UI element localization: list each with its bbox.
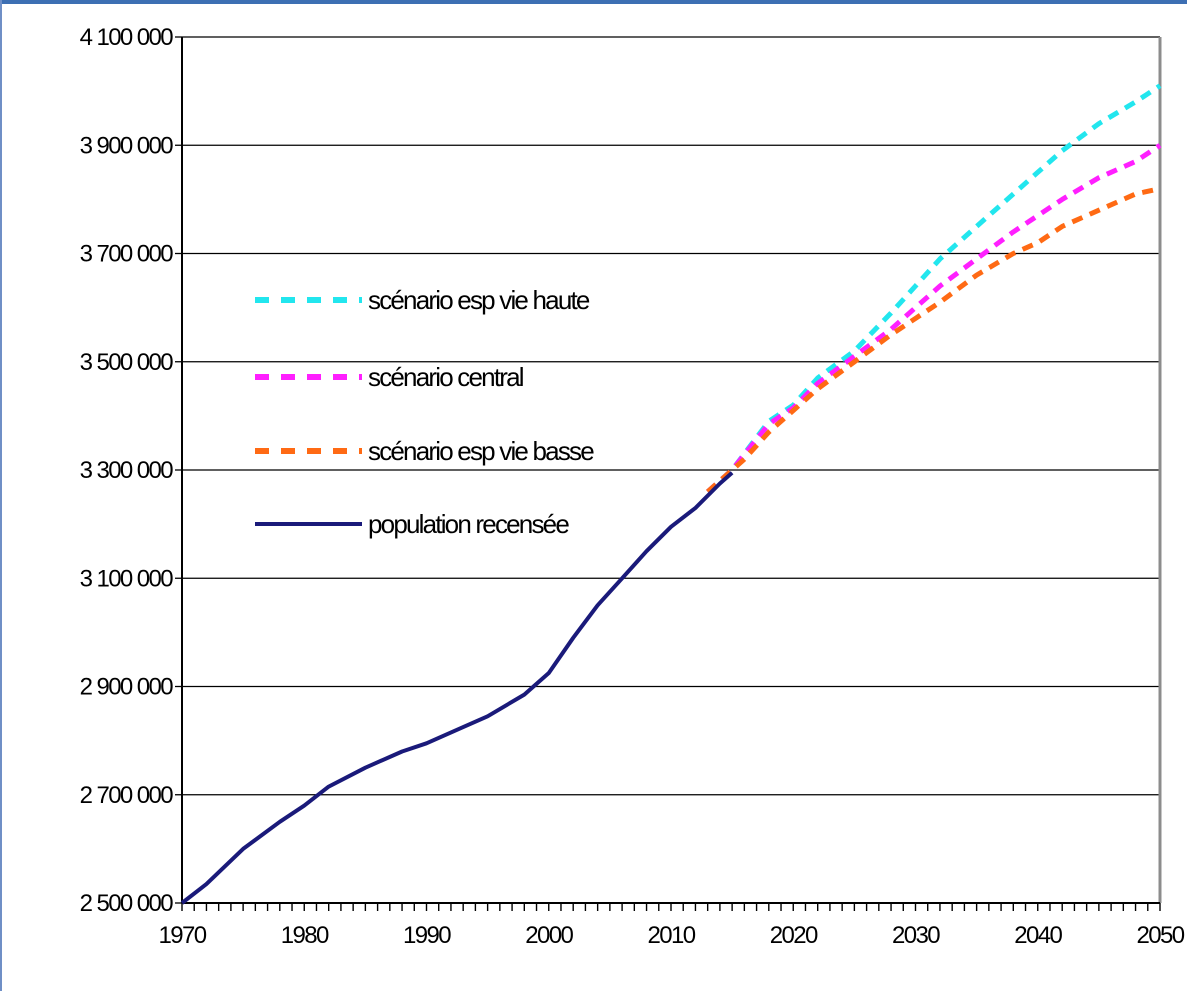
x-tick-label: 1970 bbox=[159, 922, 207, 949]
x-tick-label: 2040 bbox=[1014, 922, 1062, 949]
x-tick-label: 1990 bbox=[403, 922, 451, 949]
series-line-sc-nario-esp-vie-basse bbox=[706, 186, 1161, 494]
legend-label: population recensée bbox=[368, 509, 569, 539]
y-axis-tick-labels: 2 500 000 2 700 000 2 900 000 3 100 000 3 30… bbox=[80, 24, 175, 917]
left-border-rule bbox=[0, 0, 2, 991]
top-border-rule bbox=[0, 0, 1187, 4]
x-tick-label: 2010 bbox=[648, 922, 696, 949]
y-tick-label: 3 500 000 bbox=[80, 349, 174, 376]
y-tick-label: 2 700 000 bbox=[80, 782, 174, 809]
x-tick-label: 1980 bbox=[281, 922, 329, 949]
y-tick-label: 2 900 000 bbox=[80, 674, 174, 701]
y-tick-label: 3 700 000 bbox=[80, 241, 174, 268]
x-tick-label: 2050 bbox=[1137, 922, 1185, 949]
x-tick-label: 2020 bbox=[770, 922, 818, 949]
series-line-population-recens-e bbox=[180, 471, 734, 905]
grid-lines bbox=[175, 36, 1160, 904]
y-tick-label: 2 500 000 bbox=[80, 890, 174, 917]
series-lines bbox=[180, 83, 1162, 905]
x-tick-label: 2030 bbox=[892, 922, 940, 949]
y-tick-label: 3 900 000 bbox=[80, 132, 174, 159]
x-tick-label: 2000 bbox=[525, 922, 573, 949]
series-line-sc-nario-central bbox=[706, 143, 1162, 494]
legend: scénario esp vie haute scénario central sc… bbox=[255, 285, 596, 539]
series-line-sc-nario-esp-vie-haute bbox=[706, 83, 1162, 494]
plot-frame bbox=[181, 37, 1162, 911]
y-tick-label: 3 100 000 bbox=[80, 565, 174, 592]
legend-label: scénario central bbox=[368, 362, 524, 392]
legend-label: scénario esp vie haute bbox=[368, 285, 590, 315]
y-tick-label: 3 300 000 bbox=[80, 457, 174, 484]
y-tick-label: 4 100 000 bbox=[80, 24, 174, 51]
legend-label: scénario esp vie basse bbox=[368, 436, 594, 466]
x-axis-tick-labels: 1970 1980 1990 2000 2010 2020 2030 2040 2050 bbox=[159, 922, 1187, 949]
